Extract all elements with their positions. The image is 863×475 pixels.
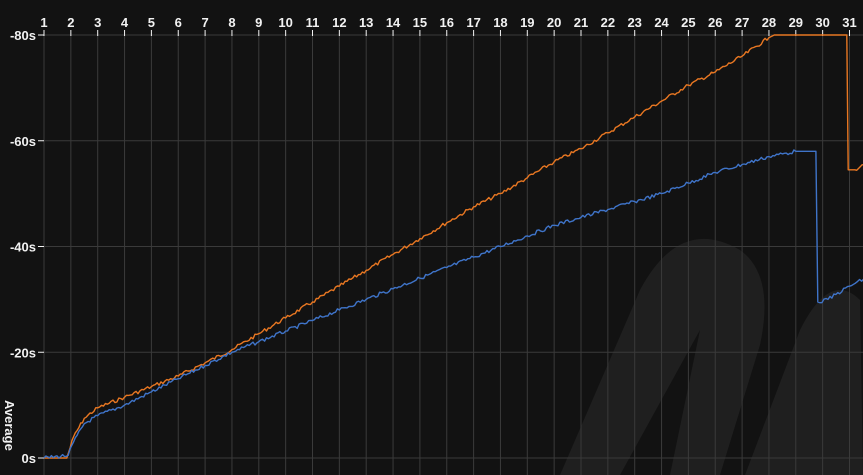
x-axis-ticks: 1 2 3 4 5 6 7 8 9 10 11 12 13 14 15 16 17 18 19 20 21 22 23 24 2…: [40, 15, 857, 36]
x-tick-label: 29: [789, 15, 803, 30]
x-tick-label: 19: [520, 15, 534, 30]
x-tick-label: 1: [40, 15, 47, 30]
x-tick-label: 6: [175, 15, 182, 30]
y-tick-label: -20s: [10, 345, 36, 360]
x-tick-label: 31: [842, 15, 856, 30]
x-tick-label: 18: [493, 15, 507, 30]
x-tick-label: 24: [654, 15, 669, 30]
x-tick-label: 3: [94, 15, 101, 30]
x-tick-label: 14: [386, 15, 401, 30]
x-tick-label: 12: [332, 15, 346, 30]
x-tick-label: 28: [762, 15, 776, 30]
y-axis-ticks: 0s -20s -40s -60s -80s: [10, 28, 44, 466]
y-tick-label: -40s: [10, 240, 36, 255]
grid: [43, 33, 863, 475]
x-tick-label: 25: [681, 15, 695, 30]
x-tick-label: 21: [574, 15, 588, 30]
series-line-blue: [43, 149, 863, 459]
watermark-shape: [745, 290, 863, 475]
x-tick-label: 15: [413, 15, 427, 30]
x-tick-label: 23: [627, 15, 641, 30]
x-tick-label: 27: [735, 15, 749, 30]
x-tick-label: 2: [67, 15, 74, 30]
series-line-orange: [44, 34, 863, 459]
x-tick-label: 8: [228, 15, 235, 30]
x-tick-label: 9: [255, 15, 262, 30]
x-tick-label: 10: [278, 15, 292, 30]
y-tick-label: -60s: [10, 134, 36, 149]
x-tick-label: 4: [121, 15, 129, 30]
y-tick-label: 0s: [22, 451, 36, 466]
x-tick-label: 16: [440, 15, 454, 30]
x-tick-label: 11: [306, 15, 320, 30]
x-tick-label: 30: [815, 15, 829, 30]
x-tick-label: 13: [359, 15, 373, 30]
x-tick-label: 26: [708, 15, 722, 30]
watermark-shape: [560, 238, 765, 475]
x-tick-label: 17: [466, 15, 480, 30]
x-tick-label: 20: [547, 15, 561, 30]
y-axis-title: Average: [2, 400, 17, 451]
watermark-logo: [560, 238, 863, 475]
y-tick-label: -80s: [10, 28, 36, 43]
x-tick-label: 5: [148, 15, 155, 30]
x-tick-label: 7: [201, 15, 208, 30]
series: [43, 34, 863, 459]
x-tick-label: 22: [601, 15, 615, 30]
